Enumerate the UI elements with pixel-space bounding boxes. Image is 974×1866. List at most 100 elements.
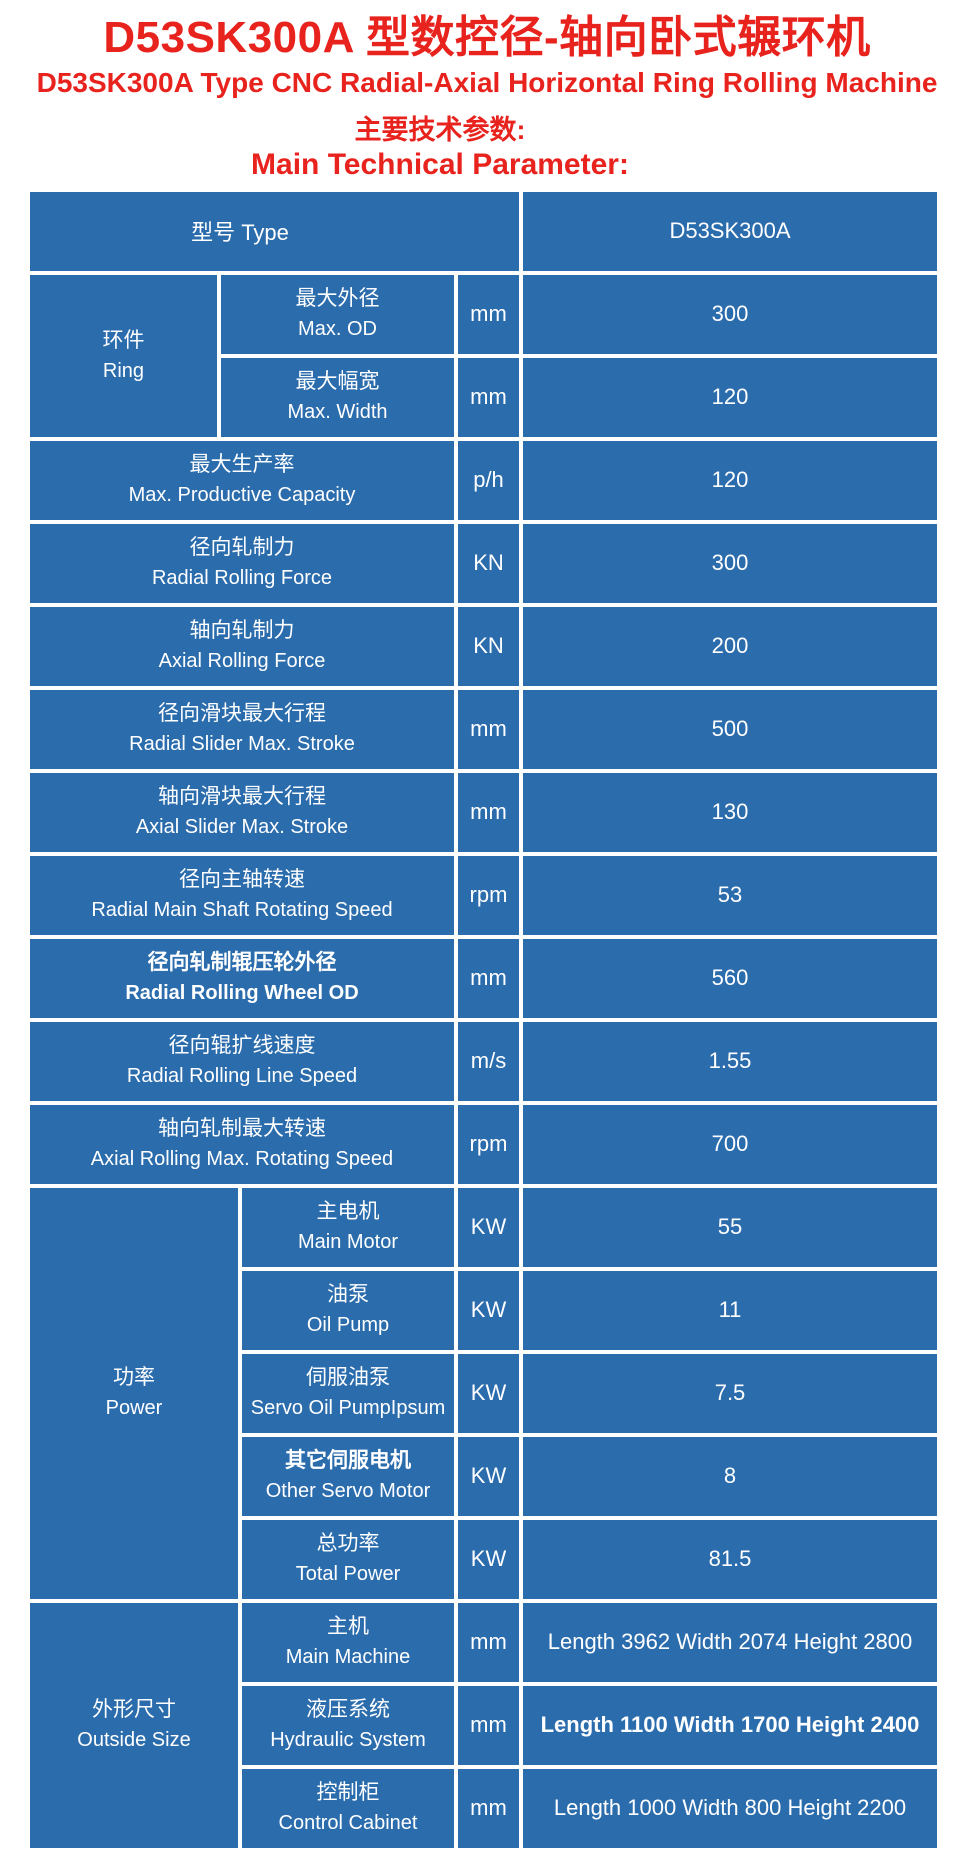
value-cell: 8 bbox=[523, 1436, 937, 1516]
label-cell: 主机 Main Machine bbox=[242, 1602, 454, 1682]
spec-row-max-width: 最大幅宽 Max. Width mm 120 bbox=[30, 357, 937, 437]
value-cell: 7.5 bbox=[523, 1353, 937, 1433]
label-en: Axial Rolling Max. Rotating Speed bbox=[90, 1148, 394, 1171]
unit-cell: rpm bbox=[458, 1104, 519, 1184]
label-cell: 轴向轧制力 Axial Rolling Force bbox=[30, 606, 454, 686]
label-en: Oil Pump bbox=[306, 1314, 390, 1337]
label-cell: 伺服油泵 Servo Oil PumpIpsum bbox=[242, 1353, 454, 1433]
value-cell: 130 bbox=[523, 772, 937, 852]
spec-row-radial-slider-max-stroke: 径向滑块最大行程 Radial Slider Max. Stroke mm 50… bbox=[30, 689, 937, 769]
label-zh: 径向主轴转速 bbox=[179, 868, 305, 892]
unit-cell: mm bbox=[458, 1768, 519, 1848]
value-cell: Length 1000 Width 800 Height 2200 bbox=[523, 1768, 937, 1848]
unit-cell: rpm bbox=[458, 855, 519, 935]
spec-row-other-servo-motor: 其它伺服电机 Other Servo Motor KW 8 bbox=[30, 1436, 937, 1516]
unit-cell: KW bbox=[458, 1353, 519, 1433]
unit-cell: p/h bbox=[458, 440, 519, 520]
label-cell: 控制柜 Control Cabinet bbox=[242, 1768, 454, 1848]
label-zh: 径向滑块最大行程 bbox=[158, 702, 326, 726]
label-cell: 最大生产率 Max. Productive Capacity bbox=[30, 440, 454, 520]
value-cell: 55 bbox=[523, 1187, 937, 1267]
label-zh: 最大幅宽 bbox=[295, 370, 380, 394]
label-cell: 最大外径 Max. OD bbox=[221, 274, 454, 354]
spec-row-max-productive-capacity: 最大生产率 Max. Productive Capacity p/h 120 bbox=[30, 440, 937, 520]
label-zh: 控制柜 bbox=[316, 1781, 380, 1805]
group-power-zh: 功率 bbox=[113, 1366, 155, 1390]
spec-row-axial-rolling-force: 轴向轧制力 Axial Rolling Force KN 200 bbox=[30, 606, 937, 686]
value-cell: 11 bbox=[523, 1270, 937, 1350]
value-cell: 300 bbox=[523, 523, 937, 603]
spec-row-radial-main-shaft-rotating-speed: 径向主轴转速 Radial Main Shaft Rotating Speed … bbox=[30, 855, 937, 935]
label-cell: 其它伺服电机 Other Servo Motor bbox=[242, 1436, 454, 1516]
label-en: Radial Rolling Force bbox=[151, 567, 333, 590]
label-en: Radial Rolling Line Speed bbox=[126, 1065, 358, 1088]
value-cell: 700 bbox=[523, 1104, 937, 1184]
spec-row-radial-rolling-line-speed: 径向辊扩线速度 Radial Rolling Line Speed m/s 1.… bbox=[30, 1021, 937, 1101]
unit-cell: mm bbox=[458, 357, 519, 437]
value-cell: 300 bbox=[523, 274, 937, 354]
group-power-en: Power bbox=[105, 1397, 163, 1420]
label-en: Servo Oil PumpIpsum bbox=[250, 1397, 446, 1420]
unit-cell: m/s bbox=[458, 1021, 519, 1101]
group-outside-en: Outside Size bbox=[77, 1729, 191, 1752]
spec-row-radial-rolling-wheel-od: 径向轧制辊压轮外径 Radial Rolling Wheel OD mm 560 bbox=[30, 938, 937, 1018]
unit-cell: mm bbox=[458, 1685, 519, 1765]
label-zh: 最大生产率 bbox=[189, 453, 295, 477]
label-zh: 轴向轧制力 bbox=[189, 619, 295, 643]
label-en: Max. Productive Capacity bbox=[128, 484, 356, 507]
value-cell: Length 1100 Width 1700 Height 2400 bbox=[523, 1685, 937, 1765]
section-heading-en: Main Technical Parameter: bbox=[251, 147, 629, 181]
label-zh: 伺服油泵 bbox=[306, 1366, 390, 1390]
spec-row-axial-rolling-max-rotating-speed: 轴向轧制最大转速 Axial Rolling Max. Rotating Spe… bbox=[30, 1104, 937, 1184]
unit-cell: KN bbox=[458, 606, 519, 686]
spec-row-axial-slider-max-stroke: 轴向滑块最大行程 Axial Slider Max. Stroke mm 130 bbox=[30, 772, 937, 852]
unit-cell: mm bbox=[458, 772, 519, 852]
spec-row-hydraulic-system: 液压系统 Hydraulic System mm Length 1100 Wid… bbox=[30, 1685, 937, 1765]
model-value-cell: D53SK300A bbox=[523, 191, 937, 271]
label-zh: 油泵 bbox=[327, 1283, 369, 1307]
label-cell: 油泵 Oil Pump bbox=[242, 1270, 454, 1350]
value-cell: 53 bbox=[523, 855, 937, 935]
label-zh: 主电机 bbox=[316, 1200, 380, 1224]
label-zh: 径向轧制力 bbox=[189, 536, 295, 560]
group-ring-en: Ring bbox=[102, 359, 145, 382]
label-cell: 液压系统 Hydraulic System bbox=[242, 1685, 454, 1765]
label-zh: 主机 bbox=[327, 1615, 369, 1639]
label-en: Control Cabinet bbox=[278, 1812, 418, 1835]
model-label-cell: 型号 Type bbox=[30, 191, 519, 271]
value-cell: 500 bbox=[523, 689, 937, 769]
unit-cell: KN bbox=[458, 523, 519, 603]
label-en: Max. Width bbox=[287, 401, 388, 424]
label-zh: 径向轧制辊压轮外径 bbox=[147, 951, 337, 975]
label-cell: 总功率 Total Power bbox=[242, 1519, 454, 1599]
label-cell: 轴向滑块最大行程 Axial Slider Max. Stroke bbox=[30, 772, 454, 852]
label-en: Hydraulic System bbox=[270, 1729, 426, 1752]
group-cell-power: 功率 Power bbox=[30, 1187, 238, 1599]
page-title-en: D53SK300A Type CNC Radial-Axial Horizont… bbox=[36, 66, 938, 98]
spec-row-max-od: 环件 Ring 最大外径 Max. OD mm 300 bbox=[30, 274, 937, 437]
section-heading-zh: 主要技术参数: bbox=[354, 114, 526, 145]
label-en: Main Motor bbox=[297, 1231, 399, 1254]
group-ring-zh: 环件 bbox=[102, 328, 145, 352]
spec-row-model: 型号 Type D53SK300A bbox=[30, 191, 937, 271]
spec-row-main-machine: 外形尺寸 Outside Size 主机 Main Machine mm Len… bbox=[30, 1602, 937, 1848]
unit-cell: KW bbox=[458, 1187, 519, 1267]
label-cell: 径向辊扩线速度 Radial Rolling Line Speed bbox=[30, 1021, 454, 1101]
unit-cell: mm bbox=[458, 274, 519, 354]
label-en: Axial Rolling Force bbox=[158, 650, 326, 673]
label-en: Radial Slider Max. Stroke bbox=[129, 733, 355, 756]
spec-row-oil-pump: 油泵 Oil Pump KW 11 bbox=[30, 1270, 937, 1350]
label-cell: 轴向轧制最大转速 Axial Rolling Max. Rotating Spe… bbox=[30, 1104, 454, 1184]
spec-row-control-cabinet: 控制柜 Control Cabinet mm Length 1000 Width… bbox=[30, 1768, 937, 1848]
label-zh: 径向辊扩线速度 bbox=[168, 1034, 316, 1058]
group-cell-outside-size: 外形尺寸 Outside Size bbox=[30, 1602, 238, 1848]
unit-cell: mm bbox=[458, 938, 519, 1018]
value-cell: 81.5 bbox=[523, 1519, 937, 1599]
group-cell-ring: 环件 Ring bbox=[30, 274, 217, 437]
label-en: Other Servo Motor bbox=[265, 1480, 431, 1503]
label-cell: 最大幅宽 Max. Width bbox=[221, 357, 454, 437]
spec-row-total-power: 总功率 Total Power KW 81.5 bbox=[30, 1519, 937, 1599]
label-zh: 轴向滑块最大行程 bbox=[158, 785, 326, 809]
page-title-zh: D53SK300A 型数控径-轴向卧式辗环机 bbox=[103, 13, 871, 62]
